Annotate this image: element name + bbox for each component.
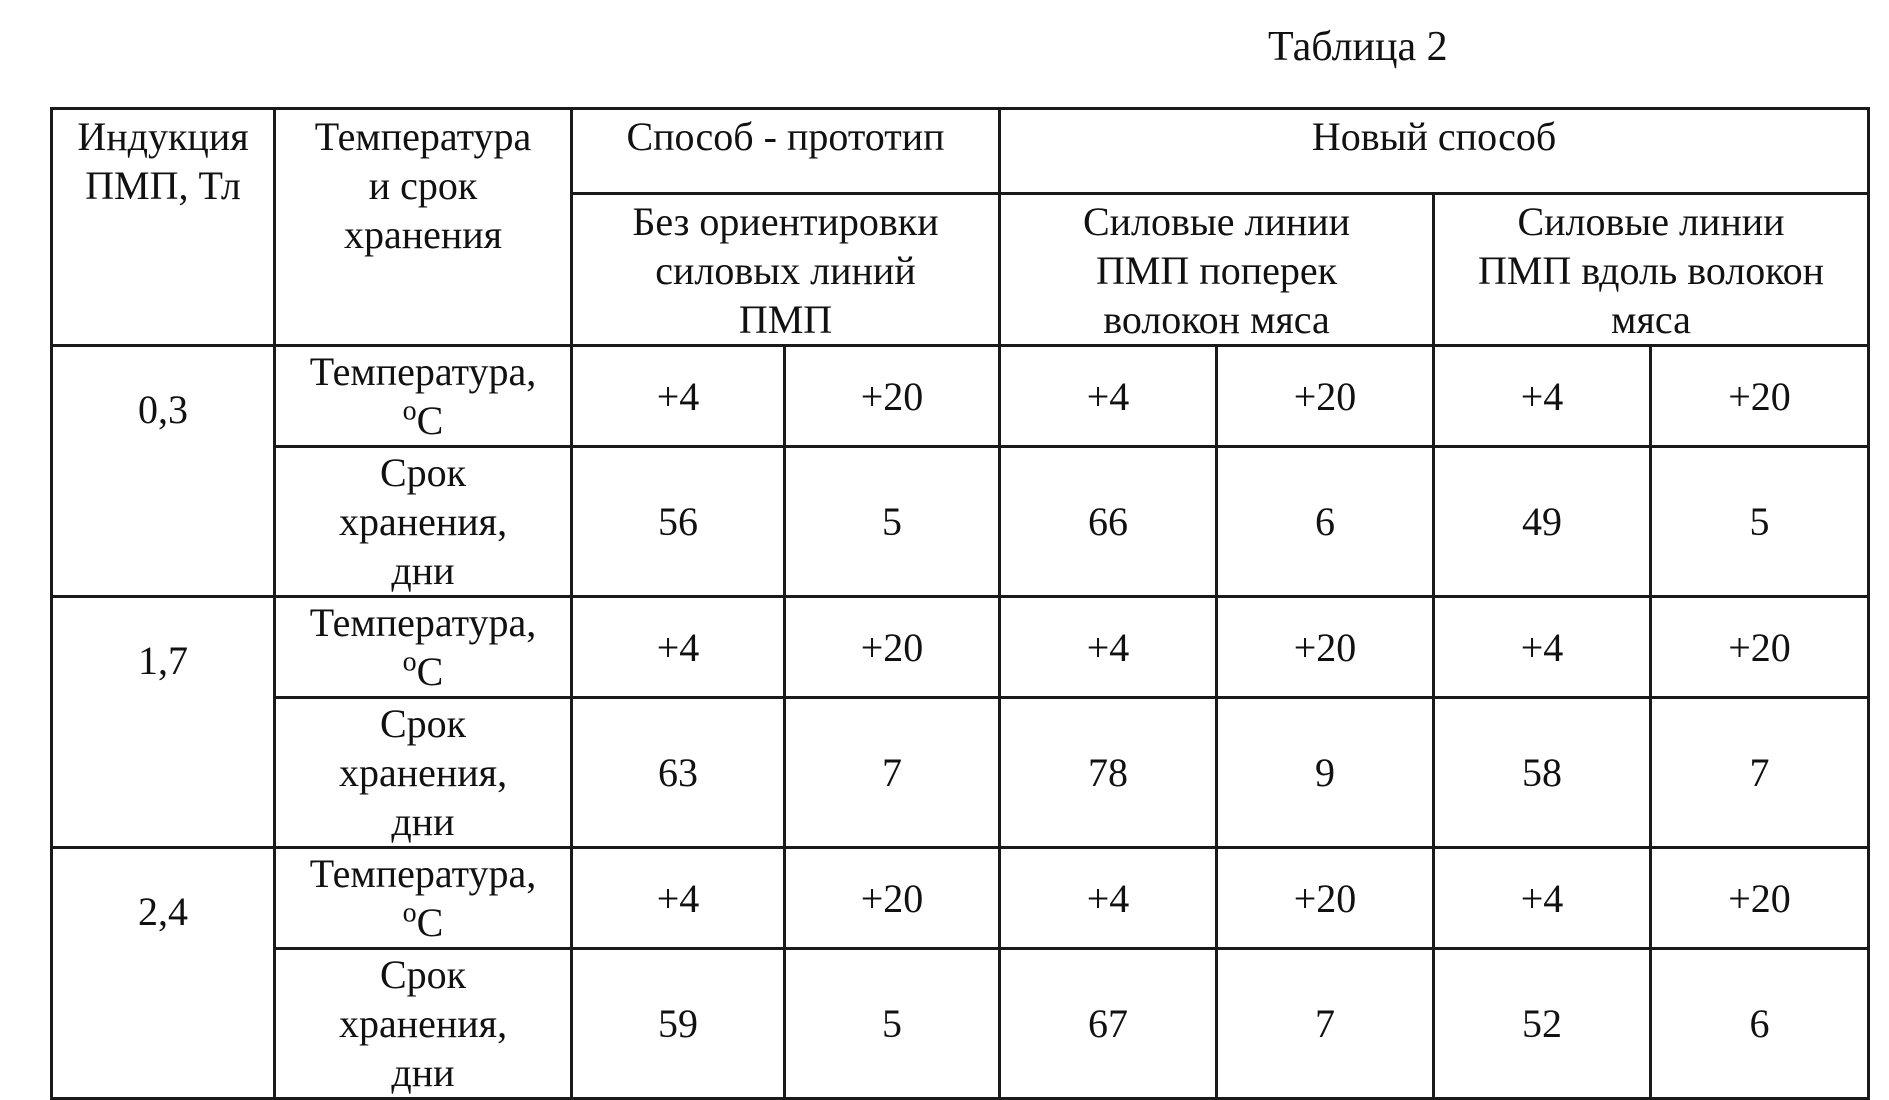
temp-cell: +20 [782,595,1002,699]
term-label-line: Срок [379,450,467,495]
row-label-term: Срок хранения, дни [273,696,573,849]
row-label-term: Срок хранения, дни [273,445,573,598]
subheader-new-across: Силовые линии ПМП поперек волокон мяса [998,192,1436,347]
header-induction-line: ПМП, Тл [85,163,241,208]
temp-cell: +20 [1649,846,1871,950]
subheader-row: Без ориентировки силовых линий ПМП Силов… [52,192,1871,347]
temperature-label: Температура, [309,851,537,896]
term-cell: 5 [1649,445,1871,598]
temp-cell: +20 [1649,595,1871,699]
term-cell: 58 [1432,696,1653,849]
header-temp-term: Температура и срок хранения [273,107,573,347]
subheader-line: ПМП [738,297,833,342]
temperature-unit: oC [282,395,564,444]
data-table: Индукция ПМП, Тл Температура и срок хран… [50,107,1871,1100]
header-induction: Индукция ПМП, Тл [50,107,276,347]
term-cell: 7 [782,696,1002,849]
unit-c: C [416,649,444,694]
temp-cell: +4 [570,595,786,699]
term-label-line: дни [391,548,455,593]
term-cell: 56 [570,445,786,598]
table-caption: Таблица 2 [1268,24,1448,70]
term-cell: 63 [570,696,786,849]
table-row: Срок хранения, дни 59 5 67 7 52 6 [52,947,1871,1100]
temperature-label: Температура, [309,600,537,645]
term-cell: 67 [998,947,1219,1100]
term-cell: 6 [1649,947,1871,1100]
temperature-unit: oC [282,646,564,695]
term-cell: 5 [782,445,1002,598]
term-label-line: дни [391,799,455,844]
term-label-line: хранения, [338,1001,508,1046]
term-cell: 9 [1215,696,1436,849]
term-cell: 52 [1432,947,1653,1100]
term-label-line: хранения, [338,750,508,795]
row-label-temperature: Температура, oC [273,846,573,950]
table-row: 2,4 Температура, oC +4 +20 +4 +20 +4 +20 [50,846,1871,1100]
temp-cell: +20 [1649,344,1871,448]
degree-sup: o [402,897,417,929]
subheader-line: Силовые линии [1082,199,1351,244]
table-row: 1,7 Температура, oC +4 +20 +4 +20 +4 +20 [50,595,1871,849]
term-label-line: дни [391,1050,455,1095]
subheader-line: силовых линий [655,248,916,293]
term-label-line: Срок [379,952,467,997]
header-new-method: Новый способ [998,107,1871,195]
term-label-line: Срок [379,701,467,746]
temp-cell: +20 [1215,344,1436,448]
subheader-line: мяса [1611,297,1691,342]
subheader-line: Силовые линии [1517,199,1785,244]
term-cell: 59 [570,947,786,1100]
unit-c: C [416,900,444,945]
temp-cell: +4 [570,344,786,448]
temp-cell: +20 [782,846,1002,950]
term-cell: 6 [1215,445,1436,598]
induction-value: 1,7 [50,595,276,849]
term-cell: 7 [1649,696,1871,849]
subheader-prototype: Без ориентировки силовых линий ПМП [569,192,1002,347]
degree-sup: o [402,646,417,678]
header-row: Индукция ПМП, Тл Температура и срок хран… [50,107,1871,347]
row-label-term: Срок хранения, дни [273,947,573,1100]
header-induction-line: Индукция [77,114,249,159]
term-cell: 7 [1215,947,1436,1100]
temp-cell: +4 [1432,595,1653,699]
table-row: Срок хранения, дни 63 7 78 9 58 7 [52,696,1871,849]
temperature-unit: oC [282,897,564,946]
subheader-line: волокон мяса [1103,297,1330,342]
unit-c: C [416,398,444,443]
temp-cell: +4 [1432,846,1653,950]
table-row: 0,3 Температура, oC +4 +20 +4 +20 +4 +20 [50,344,1871,598]
temp-cell: +20 [782,344,1002,448]
degree-sup: o [402,395,417,427]
temp-cell: +4 [998,595,1219,699]
induction-value: 2,4 [50,846,276,1100]
temp-cell: +4 [570,846,786,950]
header-temp-term-line: и срок [368,163,478,208]
term-cell: 78 [998,696,1219,849]
induction-value: 0,3 [50,344,276,598]
subheader-line: Без ориентировки [632,199,939,244]
temp-cell: +4 [1432,344,1653,448]
row-label-temperature: Температура, oC [273,595,573,699]
term-cell: 49 [1432,445,1653,598]
term-cell: 5 [782,947,1002,1100]
subheader-line: ПМП поперек [1095,248,1338,293]
header-temp-term-line: Температура [314,114,532,159]
term-cell: 66 [998,445,1219,598]
temp-cell: +20 [1215,595,1436,699]
table-row: Срок хранения, дни 56 5 66 6 49 5 [52,445,1871,598]
subheader-new-along: Силовые линии ПМП вдоль волокон мяса [1432,192,1871,347]
temp-cell: +4 [998,344,1219,448]
term-label-line: хранения, [338,499,508,544]
row-label-temperature: Температура, oC [273,344,573,448]
temperature-label: Температура, [309,349,537,394]
subheader-line: ПМП вдоль волокон [1477,248,1825,293]
header-temp-term-line: хранения [343,212,503,257]
temp-cell: +20 [1215,846,1436,950]
header-prototype: Способ - прототип [569,107,1002,195]
temp-cell: +4 [998,846,1219,950]
